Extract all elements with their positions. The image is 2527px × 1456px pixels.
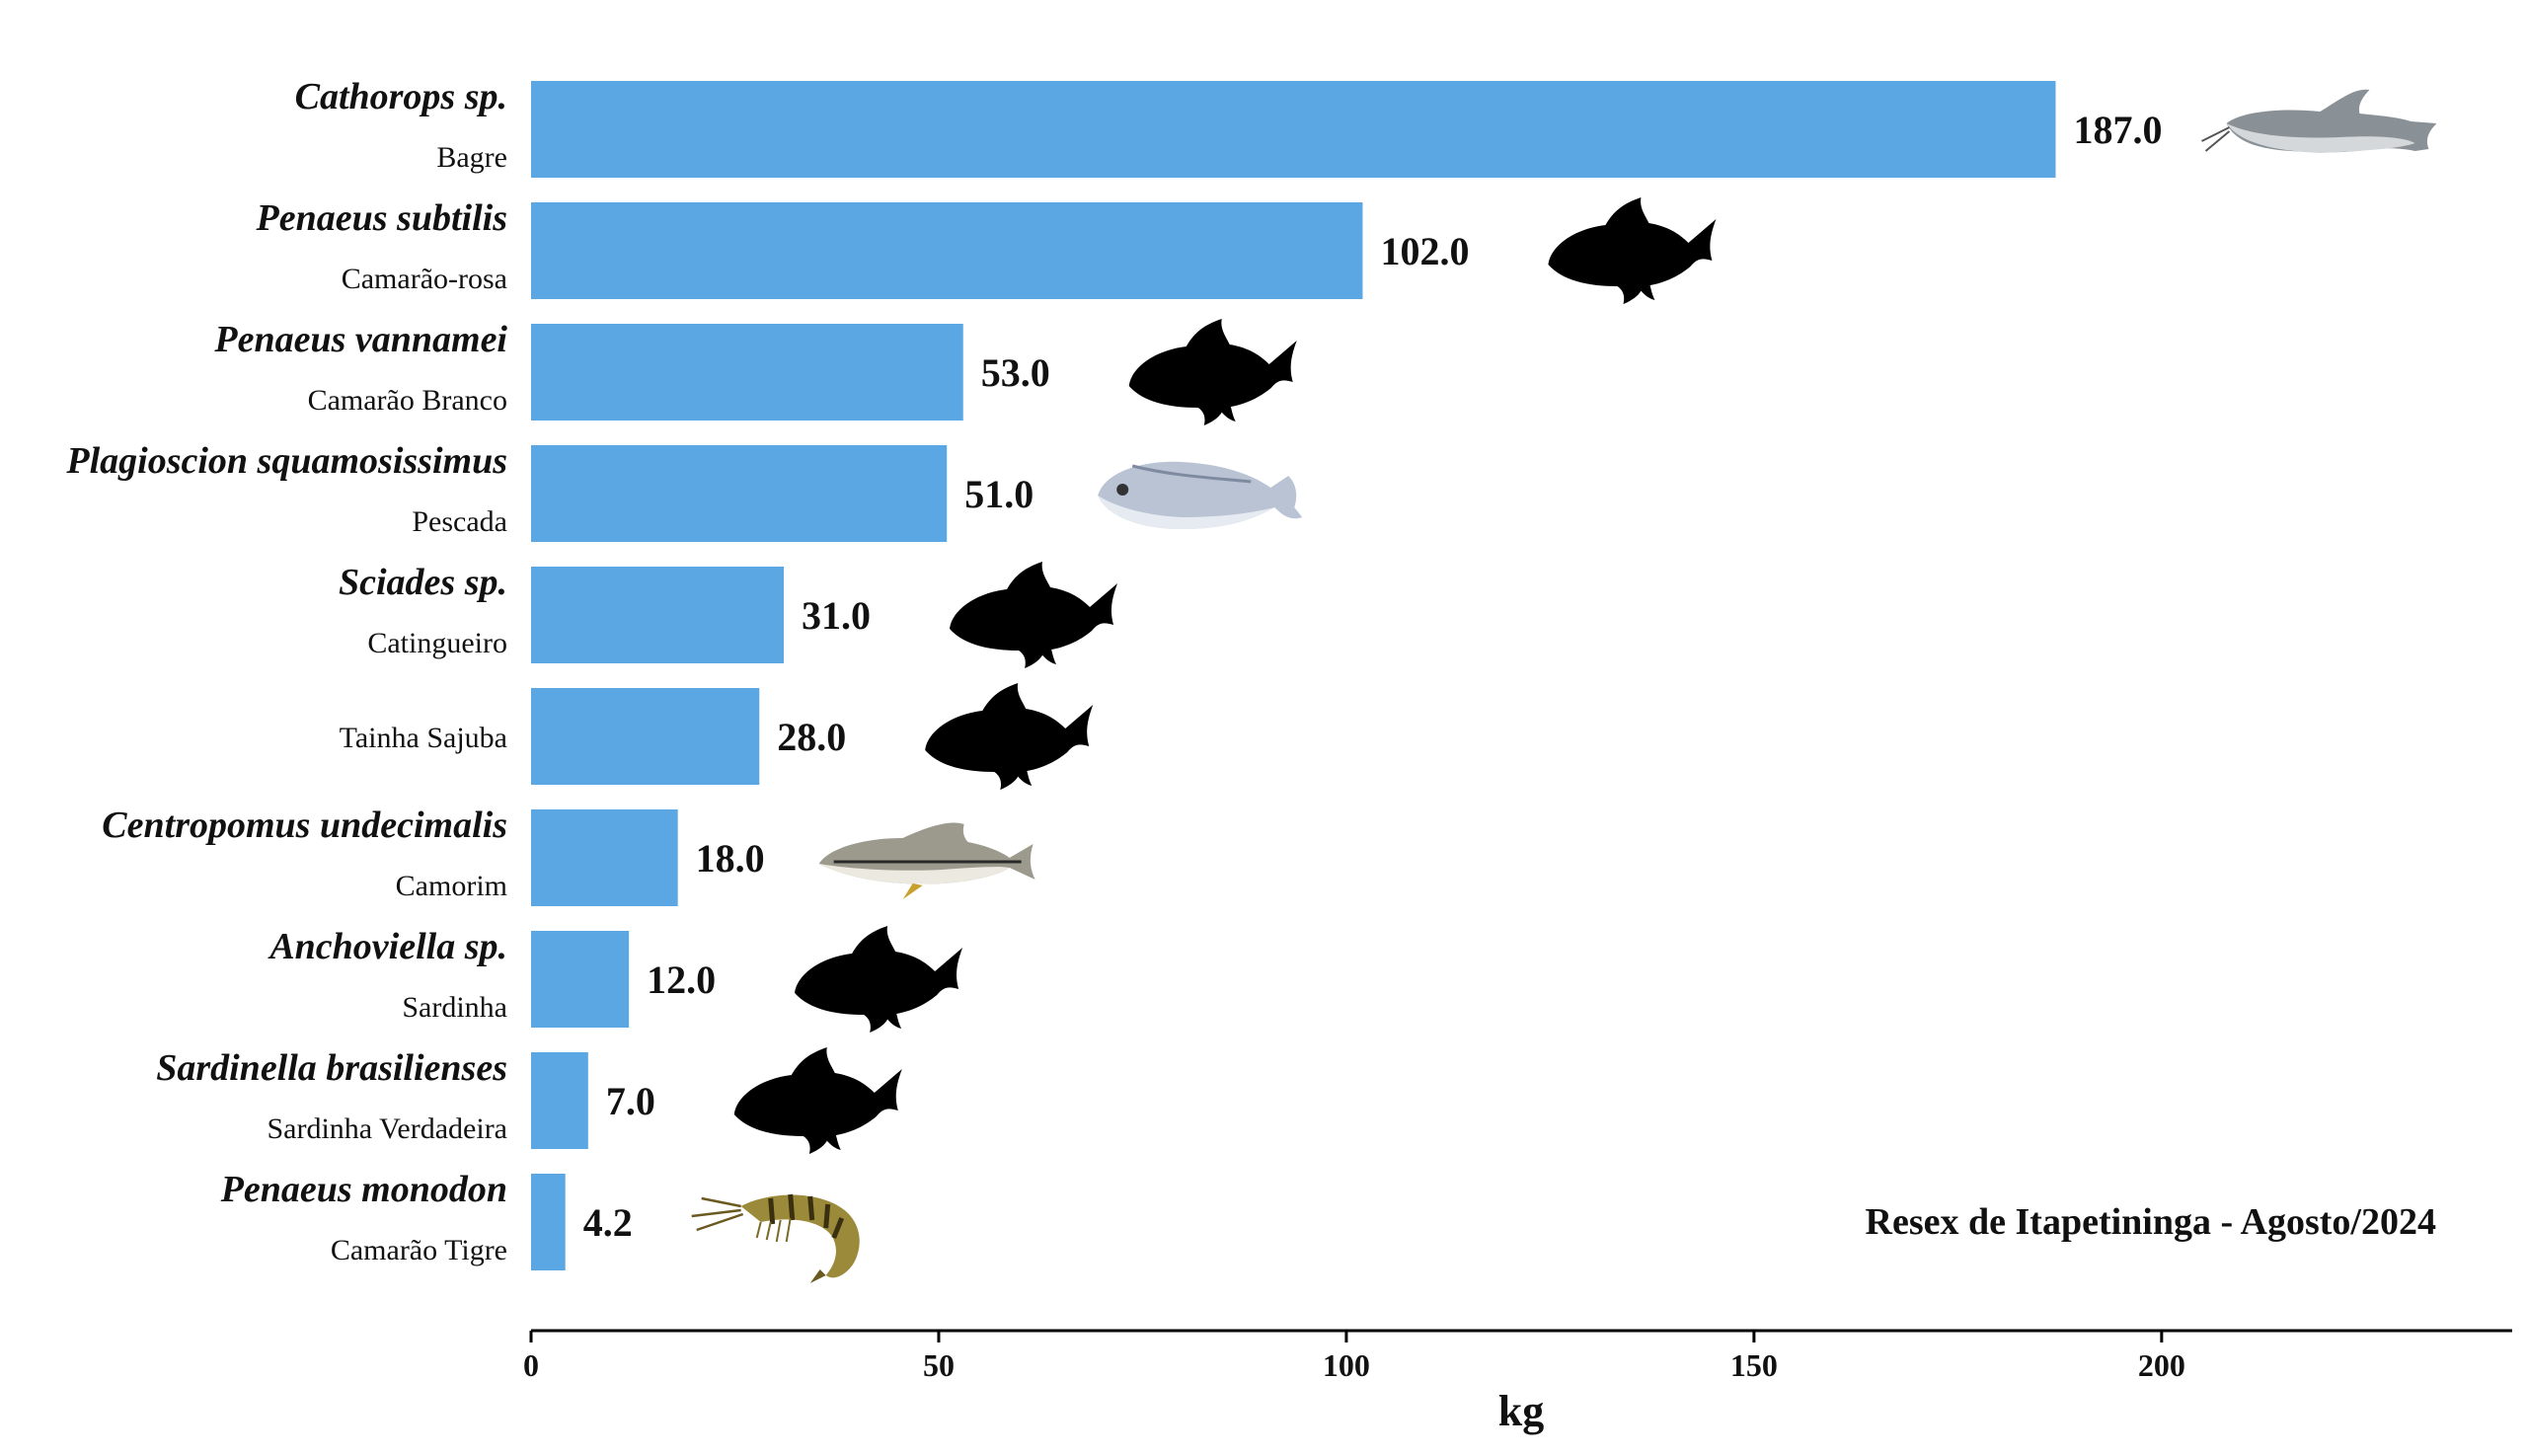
species-common-name: Sardinha	[402, 991, 507, 1024]
bar-row: Sciades sp. Catingueiro 31.0	[339, 562, 1118, 668]
species-common-name: Camorim	[396, 870, 507, 902]
species-common-name: Sardinha Verdadeira	[267, 1112, 507, 1145]
data-label: 4.2	[583, 1200, 633, 1245]
data-label: 7.0	[606, 1079, 655, 1123]
bar	[531, 445, 948, 542]
chart-annotation: Resex de Itapetininga - Agosto/2024	[1866, 1201, 2436, 1243]
x-axis: 0 50 100 150 200 kg	[523, 1329, 2512, 1435]
fish-silhouette-icon	[1548, 197, 1717, 304]
x-ticks: 0 50 100 150 200	[523, 1331, 2185, 1383]
bar	[531, 202, 1363, 299]
species-common-name: Camarão-rosa	[342, 263, 507, 295]
shrimp-photo-icon	[692, 1194, 860, 1283]
data-label: 28.0	[777, 715, 846, 759]
bar-row: Plagioscion squamosissimus Pescada 51.0	[65, 440, 1304, 542]
bar-row: Sardinella brasilienses Sardinha Verdadei…	[156, 1047, 902, 1154]
fish-silhouette-icon	[733, 1047, 902, 1154]
bar	[531, 1052, 588, 1149]
bar-row: Penaeus monodon Camarão Tigre 4.2	[220, 1169, 860, 1283]
species-common-name: Catingueiro	[367, 627, 507, 659]
bar	[531, 809, 678, 906]
species-common-name: Camarão Tigre	[331, 1234, 507, 1266]
data-label: 187.0	[2073, 108, 2162, 152]
species-scientific-name: Penaeus vannamei	[213, 319, 507, 360]
species-scientific-name: Sciades sp.	[339, 562, 507, 603]
x-axis-label: kg	[1498, 1387, 1544, 1435]
croaker-photo-icon	[1096, 460, 1304, 531]
snook-photo-icon	[817, 821, 1037, 901]
bar-row: Centropomus undecimalis Camorim 18.0	[102, 805, 1037, 906]
species-common-name: Tainha Sajuba	[340, 722, 507, 754]
species-common-name: Camarão Branco	[308, 384, 507, 417]
data-label: 31.0	[802, 593, 871, 638]
fish-silhouette-icon	[950, 562, 1118, 668]
species-common-name: Bagre	[436, 141, 507, 174]
species-scientific-name: Penaeus subtilis	[256, 197, 507, 239]
species-scientific-name: Penaeus monodon	[220, 1169, 507, 1210]
bar	[531, 1174, 566, 1270]
data-label: 12.0	[647, 958, 716, 1002]
x-tick-label: 100	[1323, 1347, 1370, 1383]
data-label: 18.0	[696, 836, 765, 881]
bar-row: Anchoviella sp. Sardinha 12.0	[268, 926, 963, 1033]
bar-rows: Cathorops sp. Bagre 187.0 Penaeus subtilis C…	[65, 76, 2438, 1283]
x-tick-label: 200	[2138, 1347, 2185, 1383]
species-scientific-name: Cathorops sp.	[295, 76, 507, 117]
fish-silhouette-icon	[925, 683, 1094, 790]
bar	[531, 567, 785, 663]
x-tick-label: 0	[523, 1347, 539, 1383]
species-scientific-name: Sardinella brasilienses	[156, 1047, 507, 1089]
data-label: 51.0	[964, 472, 1034, 516]
fish-silhouette-icon	[795, 926, 963, 1033]
bar	[531, 81, 2056, 178]
bar-row: Tainha Sajuba 28.0	[340, 683, 1094, 790]
data-label: 102.0	[1380, 229, 1469, 273]
fish-silhouette-icon	[1128, 319, 1297, 425]
catfish-photo-icon	[2200, 88, 2438, 154]
x-tick-label: 50	[923, 1347, 955, 1383]
species-common-name: Pescada	[412, 505, 507, 538]
bar-row: Penaeus subtilis Camarão-rosa 102.0	[256, 197, 1717, 304]
bar	[531, 324, 963, 421]
bar	[531, 931, 630, 1028]
bar-row: Penaeus vannamei Camarão Branco 53.0	[213, 319, 1297, 425]
x-tick-label: 150	[1730, 1347, 1778, 1383]
species-scientific-name: Plagioscion squamosissimus	[65, 440, 507, 482]
species-scientific-name: Centropomus undecimalis	[102, 805, 507, 846]
bar	[531, 688, 760, 785]
species-scientific-name: Anchoviella sp.	[268, 926, 507, 967]
data-label: 53.0	[981, 350, 1050, 395]
bar-row: Cathorops sp. Bagre 187.0	[295, 76, 2438, 178]
